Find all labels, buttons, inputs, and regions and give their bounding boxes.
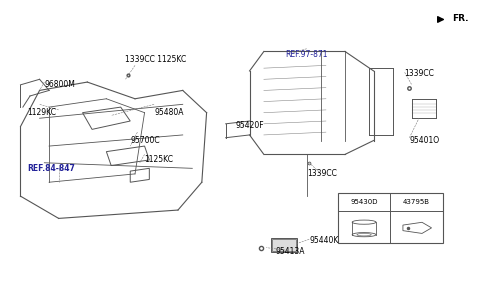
Text: 1339CC: 1339CC: [405, 69, 434, 78]
Bar: [273, 239, 296, 251]
Text: 95430D: 95430D: [350, 200, 378, 205]
Text: 95413A: 95413A: [276, 247, 305, 256]
Text: FR.: FR.: [452, 14, 469, 23]
Text: 1129KC: 1129KC: [28, 108, 57, 117]
Bar: [338, 193, 443, 243]
Text: REF.84-847: REF.84-847: [28, 164, 75, 173]
Text: 95401O: 95401O: [409, 136, 440, 145]
Text: 95440K: 95440K: [309, 236, 338, 245]
Bar: [271, 238, 297, 252]
Text: 96800M: 96800M: [44, 80, 75, 89]
Text: 1125KC: 1125KC: [144, 155, 174, 164]
Text: 1339CC 1125KC: 1339CC 1125KC: [125, 55, 187, 64]
Text: 95420F: 95420F: [235, 121, 264, 130]
Text: REF.97-871: REF.97-871: [285, 50, 328, 59]
Text: 95700C: 95700C: [130, 136, 160, 145]
Text: 43795B: 43795B: [403, 200, 430, 205]
Text: 1339CC: 1339CC: [307, 169, 336, 178]
Text: 95480A: 95480A: [154, 108, 183, 117]
